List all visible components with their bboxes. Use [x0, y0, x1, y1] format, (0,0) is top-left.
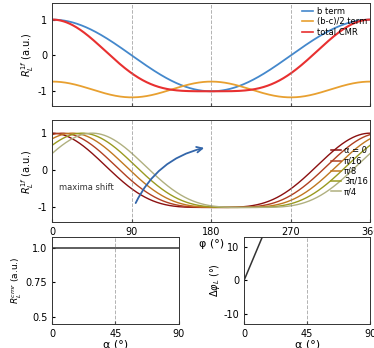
X-axis label: φ (°): φ (°) — [199, 238, 224, 248]
Legend: b term, (b-c)/2 term, total CMR: b term, (b-c)/2 term, total CMR — [301, 6, 368, 38]
X-axis label: α (°): α (°) — [295, 340, 320, 348]
Text: maxima shift: maxima shift — [59, 183, 114, 192]
Legend: α = 0, π/16, π/8, 3π/16, π/4: α = 0, π/16, π/8, 3π/16, π/4 — [331, 145, 369, 197]
X-axis label: α (°): α (°) — [103, 340, 128, 348]
Y-axis label: $R_L^{1f}$ (a.u.): $R_L^{1f}$ (a.u.) — [20, 32, 37, 77]
Y-axis label: $R_L^{cmr}$ (a.u.): $R_L^{cmr}$ (a.u.) — [10, 256, 24, 304]
Y-axis label: $R_L^{1f}$ (a.u.): $R_L^{1f}$ (a.u.) — [20, 149, 37, 193]
Y-axis label: $\Delta\varphi_L$ (°): $\Delta\varphi_L$ (°) — [208, 263, 222, 297]
